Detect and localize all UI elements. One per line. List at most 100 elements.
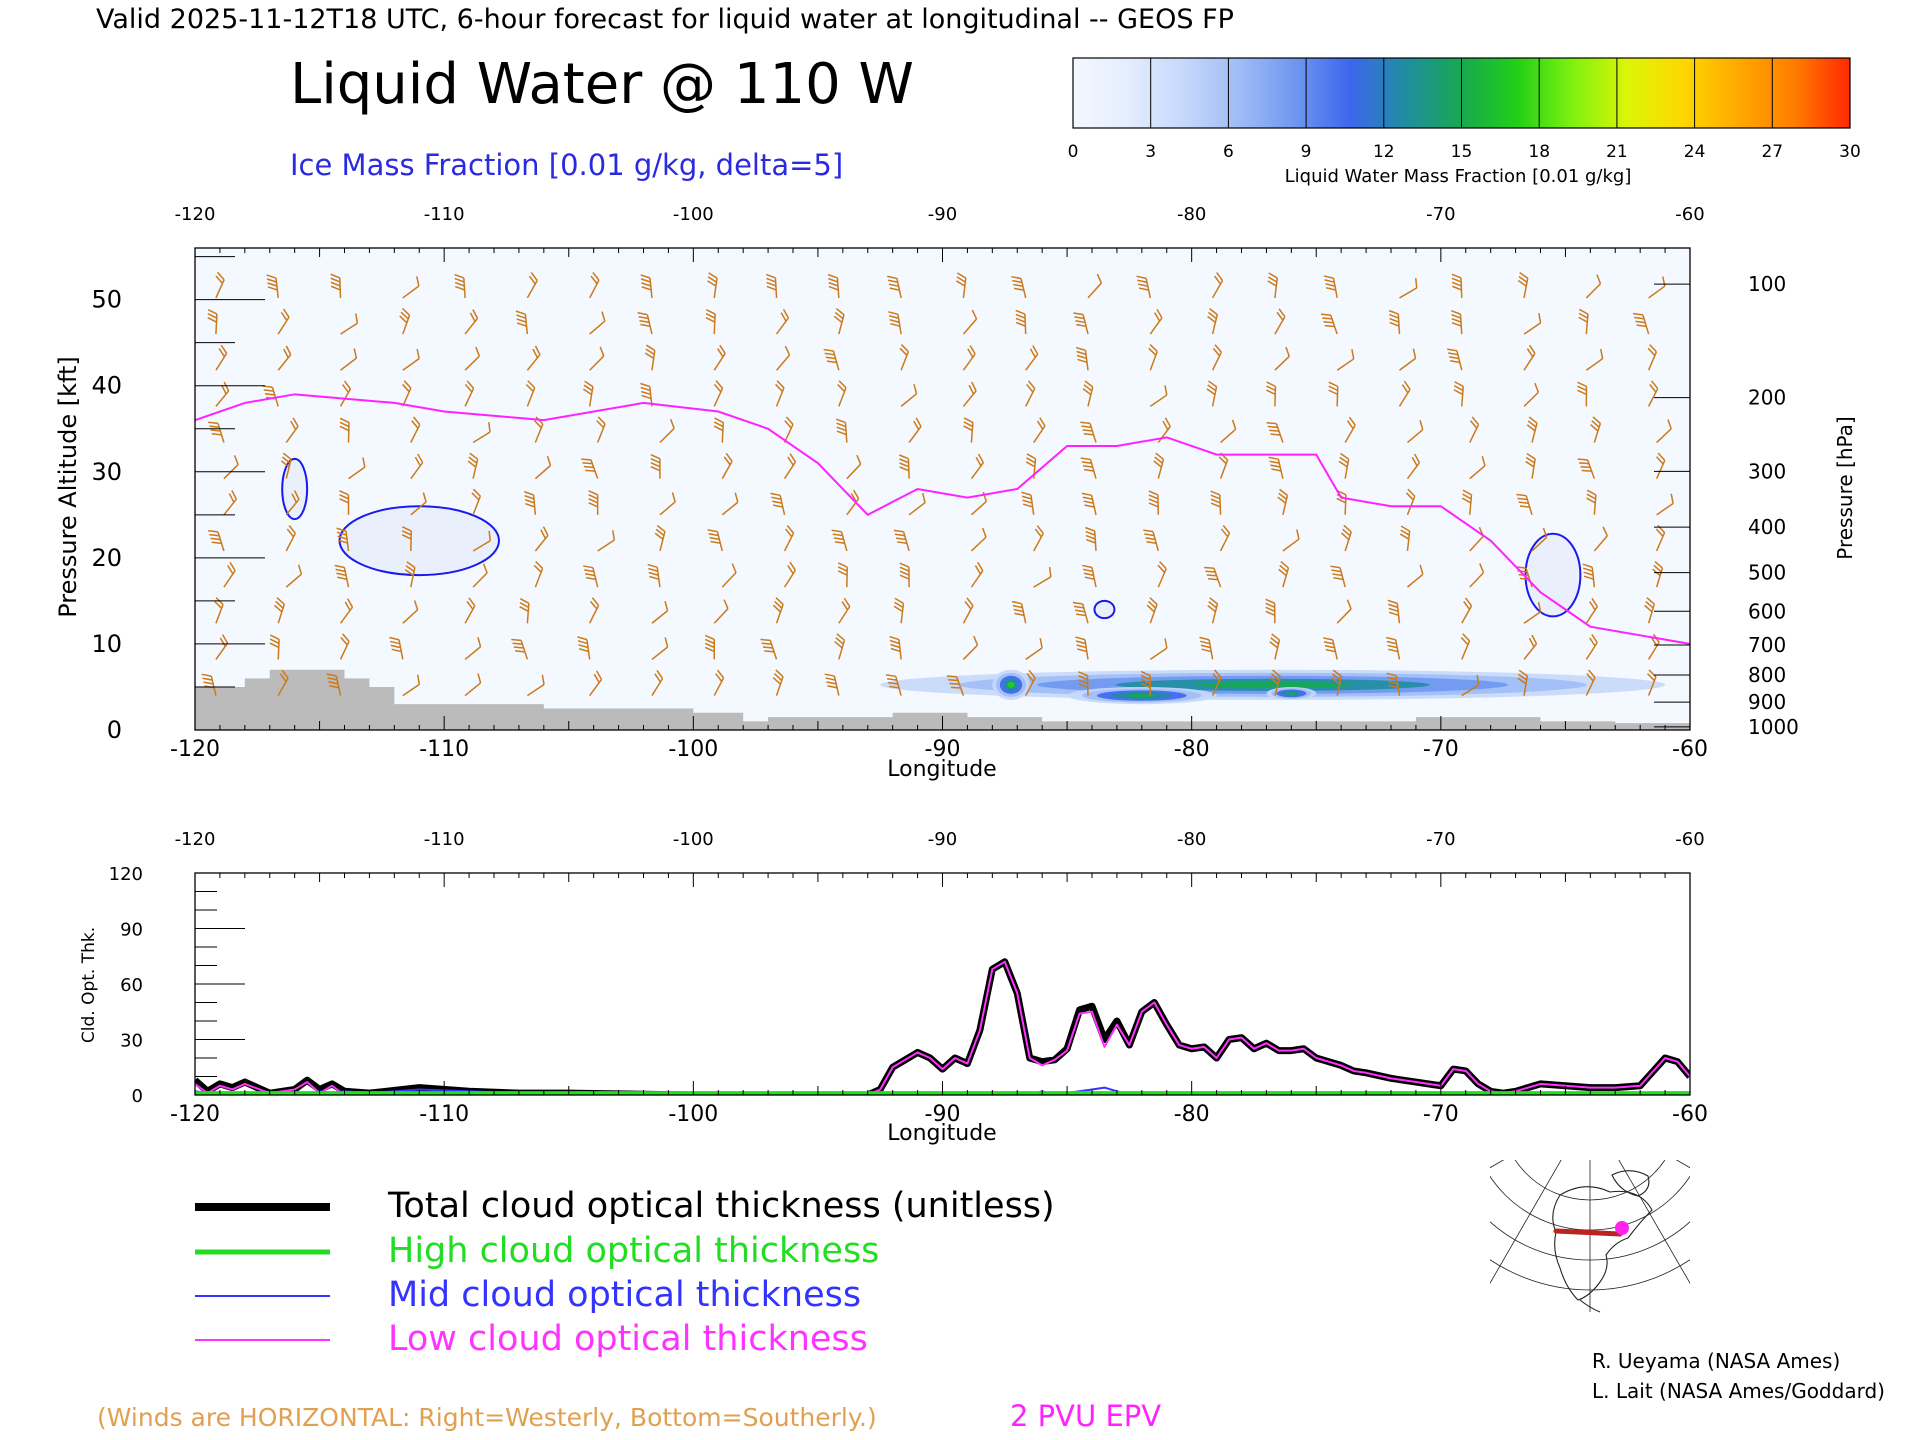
wind-barb	[1386, 672, 1401, 696]
ice-contours	[281, 457, 1582, 620]
wind-barb	[1399, 348, 1417, 371]
wind-barb	[713, 599, 729, 624]
colorbar-tick-label: 27	[1761, 142, 1783, 162]
inset-map-coastlines	[1552, 1170, 1653, 1313]
wind-barb	[1523, 382, 1540, 407]
wind-barb	[266, 274, 279, 299]
wind-barb	[339, 598, 354, 624]
wind-barb	[1531, 527, 1548, 552]
wind-barb	[389, 636, 404, 660]
wind-barb	[277, 669, 289, 696]
wind-barb	[402, 380, 412, 407]
wind-barb	[1336, 349, 1355, 371]
subtitle: Ice Mass Fraction [0.01 g/kg, delta=5]	[290, 148, 843, 182]
wind-barb	[707, 529, 723, 552]
wind-barb	[1149, 308, 1163, 335]
wind-barb	[285, 417, 299, 443]
wind-barb	[900, 383, 918, 407]
y-tick-label: 90	[120, 920, 143, 941]
wind-barb	[402, 348, 420, 371]
y-tick-label: 0	[107, 716, 122, 744]
colorbar-tick-label: 30	[1839, 142, 1861, 162]
epv-label: 2 PVU EPV	[1010, 1399, 1161, 1433]
wind-barb	[1277, 488, 1289, 515]
wind-barb	[1078, 671, 1089, 696]
wind-barb	[827, 273, 840, 298]
wind-barb	[526, 345, 541, 371]
wind-barb	[1450, 309, 1463, 335]
pressure-tick-label: 800	[1748, 663, 1786, 687]
wind-barb	[1656, 419, 1672, 444]
wind-barb	[1526, 416, 1538, 443]
wind-barb	[1082, 564, 1097, 588]
valid-line: Valid 2025-11-12T18 UTC, 6-hour forecast…	[96, 4, 1234, 35]
wind-barb	[1033, 525, 1044, 552]
wind-barb	[1578, 308, 1589, 335]
wind-barb	[1033, 566, 1052, 588]
pressure-tick-label: 600	[1748, 599, 1786, 623]
wind-barb	[336, 527, 350, 552]
x-tick-label-bottom: -60	[1672, 1102, 1708, 1127]
y-tick-label: 50	[91, 286, 122, 314]
y-tick-label: 30	[120, 1031, 143, 1052]
wind-barb	[533, 560, 544, 588]
wind-barb	[1199, 636, 1214, 660]
wind-barb	[588, 490, 599, 515]
wind-barb	[1344, 416, 1356, 443]
wind-barb	[1590, 416, 1602, 443]
wind-barb	[705, 309, 716, 335]
wind-barb	[1647, 344, 1658, 371]
wind-barb	[1469, 563, 1485, 588]
legend-label-mid: Mid cloud optical thickness	[388, 1275, 861, 1315]
wind-barb	[846, 454, 862, 480]
wind-barb	[464, 673, 482, 697]
wind-barb	[208, 421, 225, 443]
wind-barb	[1406, 419, 1424, 444]
liquid-water-patch	[1007, 681, 1015, 688]
colorbar-tick-label: 6	[1223, 142, 1234, 162]
wind-barb	[1517, 669, 1529, 696]
wind-barb	[285, 490, 300, 516]
ice-contour	[1093, 599, 1116, 620]
colorbar-tick-label: 18	[1528, 142, 1550, 162]
wind-barb	[207, 308, 218, 335]
wind-barb	[846, 489, 860, 516]
wind-barb	[1644, 597, 1656, 624]
wind-barb	[1655, 452, 1666, 479]
graticule-meridian	[1490, 1160, 1505, 1169]
wind-barb	[1406, 453, 1421, 480]
main-title: Liquid Water @ 110 W	[290, 52, 914, 117]
x-tick-label-top: -120	[175, 829, 216, 850]
inset-map-graticule	[1490, 1160, 1690, 1312]
wind-barb	[721, 452, 733, 480]
wind-barb	[1148, 344, 1158, 371]
pressure-tick-label: 300	[1748, 459, 1786, 483]
colorbar-tick-label: 21	[1606, 142, 1628, 162]
wind-barb	[339, 490, 350, 515]
wind-barb	[223, 561, 236, 588]
wind-barb	[835, 418, 848, 443]
pressure-tick-label: 1000	[1748, 715, 1799, 739]
wind-barb	[1149, 385, 1168, 407]
wind-barb	[1453, 381, 1464, 407]
wind-barb	[1269, 669, 1281, 696]
wind-barb	[402, 600, 419, 624]
wind-barb	[1220, 419, 1237, 444]
wind-barb	[1585, 274, 1602, 299]
wind-barb	[1647, 380, 1659, 407]
wind-barb	[833, 307, 845, 335]
wind-barb	[893, 529, 910, 552]
wind-barb	[1320, 313, 1338, 335]
wind-barb	[775, 345, 791, 371]
wind-barb	[464, 380, 475, 407]
wind-barb	[654, 524, 666, 552]
wind-barb	[274, 597, 286, 624]
inset-globe-map	[1490, 1160, 1690, 1313]
wind-barb	[215, 271, 225, 299]
wind-barb	[1461, 675, 1480, 697]
wind-barb	[1211, 669, 1222, 696]
colorbar-tick-label: 0	[1068, 142, 1079, 162]
wind-barb	[650, 454, 661, 479]
wind-barb	[519, 598, 530, 624]
field-background	[195, 248, 1690, 730]
